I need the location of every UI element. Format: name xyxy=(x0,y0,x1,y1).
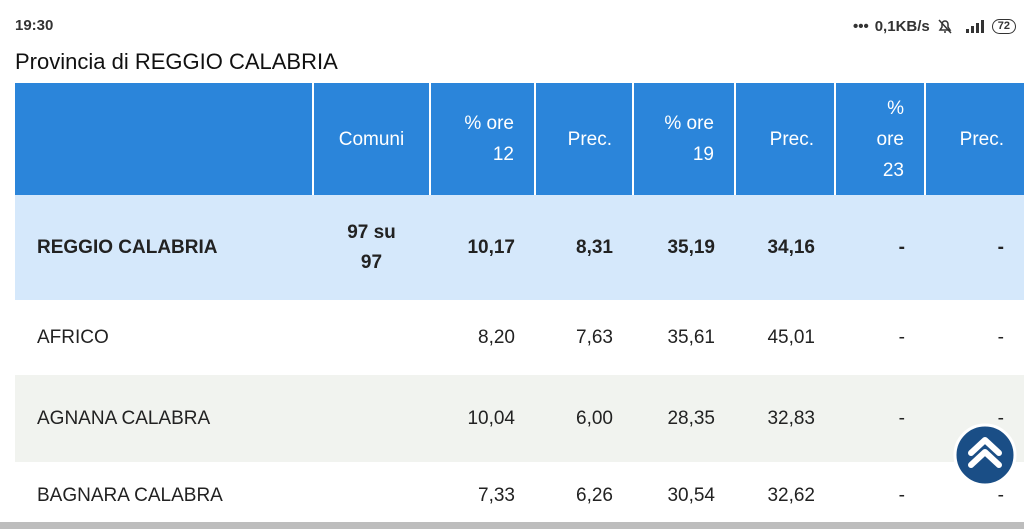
header-cell: Prec. xyxy=(734,83,835,195)
turnout-table: Comuni % ore 12 Prec. % ore 19 Prec. % ore 23… xyxy=(15,83,1024,530)
cell-text: 35,61 xyxy=(667,326,715,348)
cell-text: 32,62 xyxy=(767,485,815,506)
status-icons: ••• 0,1KB/s 72 xyxy=(853,17,1016,35)
cell: 6,26 xyxy=(535,462,633,530)
cell-text: - xyxy=(898,407,905,429)
cell-text: 6,00 xyxy=(576,407,613,429)
cell-text: 28,35 xyxy=(667,407,715,429)
total-row: REGGIO CALABRIA 97 su 97 10,17 8,31 35,19 34,… xyxy=(15,195,1024,300)
dots: ••• xyxy=(852,17,869,35)
cell-text: 7,33 xyxy=(478,485,515,506)
status-bar: 19:30 ••• 0,1KB/s 72 xyxy=(0,0,1024,44)
battery: 72 xyxy=(991,18,1016,34)
header-text: Prec. xyxy=(769,128,814,150)
cell-text: - xyxy=(997,407,1004,429)
cell xyxy=(313,300,430,375)
network-speed: 0,1KB/s xyxy=(874,17,930,35)
header-row: Comuni % ore 12 Prec. % ore 19 Prec. % ore 23… xyxy=(15,83,1024,195)
header-text: Comuni xyxy=(338,128,405,150)
cell-text: - xyxy=(898,236,905,258)
signal-icon xyxy=(965,20,984,33)
cell: AFRICO xyxy=(15,300,313,375)
cell-text: 97 su 97 xyxy=(347,221,396,273)
cell xyxy=(313,375,430,462)
cell-text: - xyxy=(997,326,1004,348)
clock: 19:30 xyxy=(15,17,54,34)
cell: - xyxy=(835,375,925,462)
cell: 32,83 xyxy=(735,375,835,462)
header-text: % ore 12 xyxy=(464,113,514,165)
cell: BAGNARA CALABRA xyxy=(15,462,313,530)
cell: 28,35 xyxy=(633,375,735,462)
cell-text: 8,31 xyxy=(576,236,613,258)
cell-text: 35,19 xyxy=(667,236,715,258)
header-cell: % ore 12 xyxy=(429,83,535,195)
cell: - xyxy=(925,195,1024,300)
cell: 6,00 xyxy=(535,375,633,462)
cell-text: AGNANA CALABRA xyxy=(37,407,211,429)
header-cell: % ore 23 xyxy=(834,83,925,195)
cell: 8,20 xyxy=(430,300,535,375)
data-row: AFRICO 8,20 7,63 35,61 45,01 - - xyxy=(15,300,1024,375)
cell-text: REGGIO CALABRIA xyxy=(37,236,218,258)
page-title: Provincia di REGGIO CALABRIA xyxy=(15,49,338,74)
cell: - xyxy=(925,462,1024,530)
cell-text: - xyxy=(898,485,905,506)
cell-text: BAGNARA CALABRA xyxy=(37,485,223,506)
cell-text: - xyxy=(898,326,905,348)
header-cell: Comuni xyxy=(312,83,430,195)
cell-text: AFRICO xyxy=(37,326,109,348)
cell: 45,01 xyxy=(735,300,835,375)
header-text: Prec. xyxy=(567,128,612,150)
cell-text: - xyxy=(997,236,1004,258)
cell-text: 34,16 xyxy=(767,236,815,258)
cell: 35,19 xyxy=(633,195,735,300)
cell: REGGIO CALABRIA xyxy=(15,195,313,300)
cell xyxy=(313,462,430,530)
cell: - xyxy=(835,195,925,300)
header-text: % ore 19 xyxy=(664,113,714,165)
data-row: AGNANA CALABRA 10,04 6,00 28,35 32,83 - - xyxy=(15,375,1024,462)
cell: 35,61 xyxy=(633,300,735,375)
cell-text: 10,04 xyxy=(467,407,515,429)
cell: 34,16 xyxy=(735,195,835,300)
cell: - xyxy=(835,462,925,530)
cell-text: 45,01 xyxy=(767,326,815,348)
cell: 97 su 97 xyxy=(313,195,430,300)
cell-text: 10,17 xyxy=(467,236,515,258)
header-text: % ore 23 xyxy=(876,97,904,181)
cell: 30,54 xyxy=(633,462,735,530)
cell: - xyxy=(925,300,1024,375)
scroll-top-button[interactable] xyxy=(953,423,1017,487)
cell: 10,04 xyxy=(430,375,535,462)
data-row: BAGNARA CALABRA 7,33 6,26 30,54 32,62 - - xyxy=(15,462,1024,530)
header-cell xyxy=(15,83,313,195)
cell: 10,17 xyxy=(430,195,535,300)
cell: AGNANA CALABRA xyxy=(15,375,313,462)
cell-text: 30,54 xyxy=(667,485,715,506)
header-text: Prec. xyxy=(959,128,1004,150)
cell-text: - xyxy=(997,485,1004,506)
header-cell: Prec. xyxy=(924,83,1024,195)
header-cell: Prec. xyxy=(534,83,633,195)
cell-text: 8,20 xyxy=(478,326,515,348)
cell: 8,31 xyxy=(535,195,633,300)
cell-text: 7,63 xyxy=(576,326,613,348)
scrollbar xyxy=(0,522,1024,529)
cell: - xyxy=(835,300,925,375)
cell-text: 6,26 xyxy=(576,485,613,506)
cell: 7,63 xyxy=(535,300,633,375)
header-cell: % ore 19 xyxy=(632,83,735,195)
cell: 7,33 xyxy=(430,462,535,530)
cell-text: 32,83 xyxy=(767,407,815,429)
bell-off-icon xyxy=(938,19,952,34)
cell: 32,62 xyxy=(735,462,835,530)
